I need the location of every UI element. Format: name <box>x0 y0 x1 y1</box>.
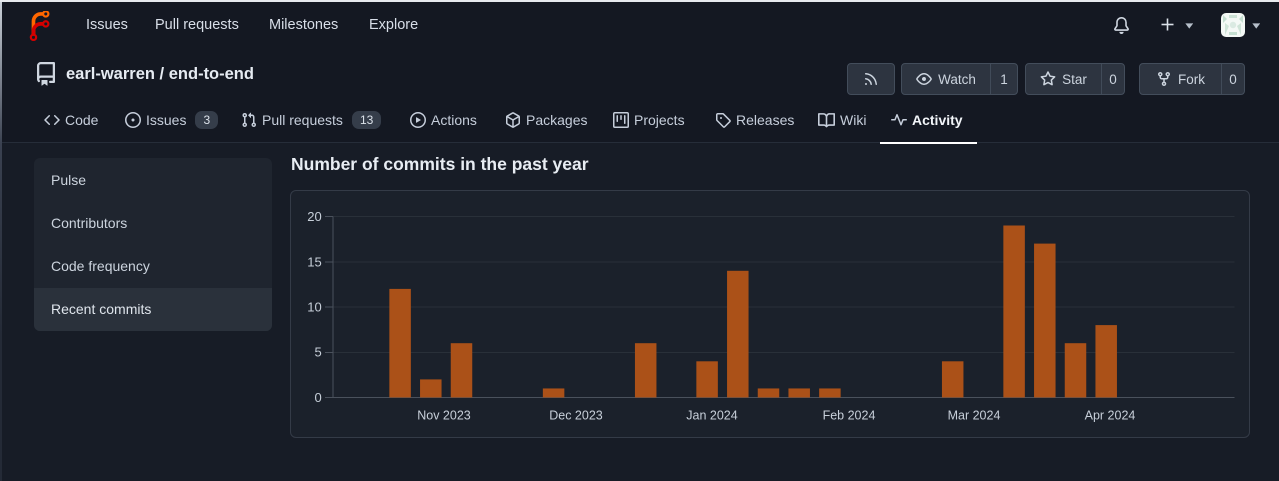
svg-text:Dec 2023: Dec 2023 <box>549 409 603 423</box>
svg-text:Mar 2024: Mar 2024 <box>948 409 1001 423</box>
svg-text:Apr 2024: Apr 2024 <box>1085 409 1136 423</box>
svg-text:Nov 2023: Nov 2023 <box>417 409 471 423</box>
svg-text:5: 5 <box>314 345 321 360</box>
svg-text:Feb 2024: Feb 2024 <box>823 409 876 423</box>
svg-text:Jan 2024: Jan 2024 <box>686 409 737 423</box>
svg-text:20: 20 <box>307 209 321 224</box>
svg-text:10: 10 <box>307 299 321 314</box>
svg-text:15: 15 <box>307 254 321 269</box>
svg-text:0: 0 <box>314 390 321 405</box>
